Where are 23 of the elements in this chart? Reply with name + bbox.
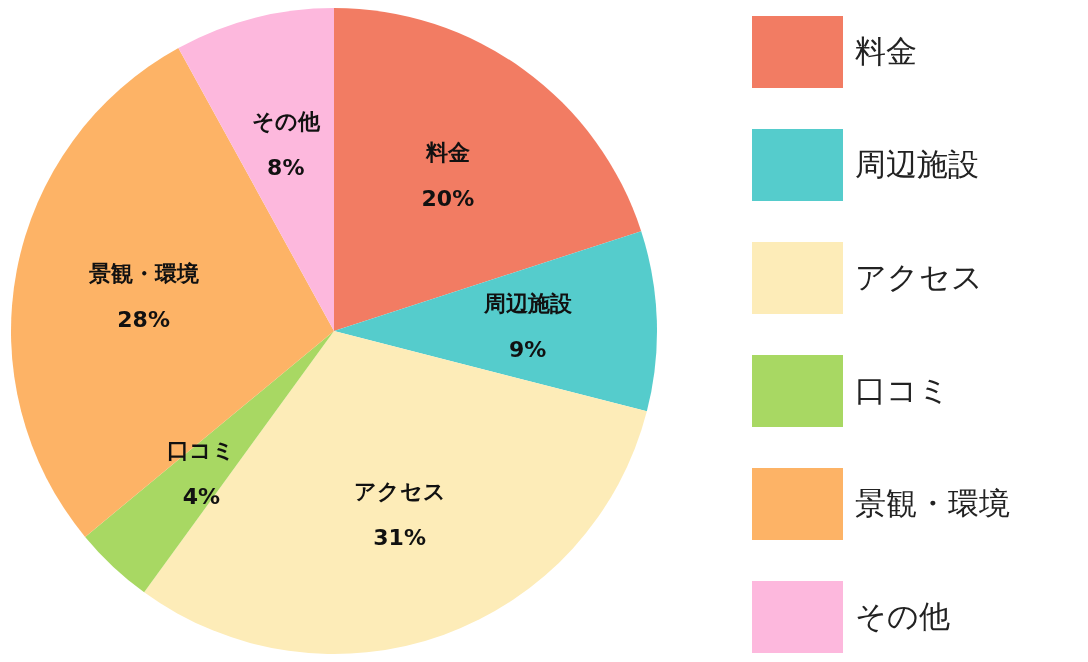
- slice-label: その他: [251, 109, 321, 135]
- data-label: 4%: [182, 484, 221, 510]
- slice-label: 口コミ: [167, 438, 236, 464]
- pie-slice: [334, 8, 642, 331]
- legend-label: 景観・環境: [855, 484, 1010, 523]
- data-label: 8%: [267, 155, 305, 181]
- pie-slice: [11, 47, 334, 537]
- data-label: 9%: [509, 336, 547, 362]
- slice-label: 周辺施設: [482, 290, 573, 316]
- pie-slice: [334, 231, 657, 412]
- legend-label: その他: [855, 597, 950, 636]
- data-label: 28%: [117, 306, 170, 332]
- pie-slice: [144, 331, 647, 654]
- data-label: 20%: [421, 186, 475, 212]
- slice-label: 料金: [424, 140, 470, 166]
- slice-label: アクセス: [353, 479, 446, 505]
- legend-label: 口コミ: [855, 371, 950, 410]
- pie-slice: [85, 331, 334, 593]
- legend-label: 周辺施設: [855, 145, 979, 184]
- legend-label: 料金: [855, 32, 917, 71]
- legend-label: アクセス: [855, 258, 983, 297]
- data-label: 31%: [373, 525, 426, 551]
- slice-label: 景観・環境: [87, 260, 199, 286]
